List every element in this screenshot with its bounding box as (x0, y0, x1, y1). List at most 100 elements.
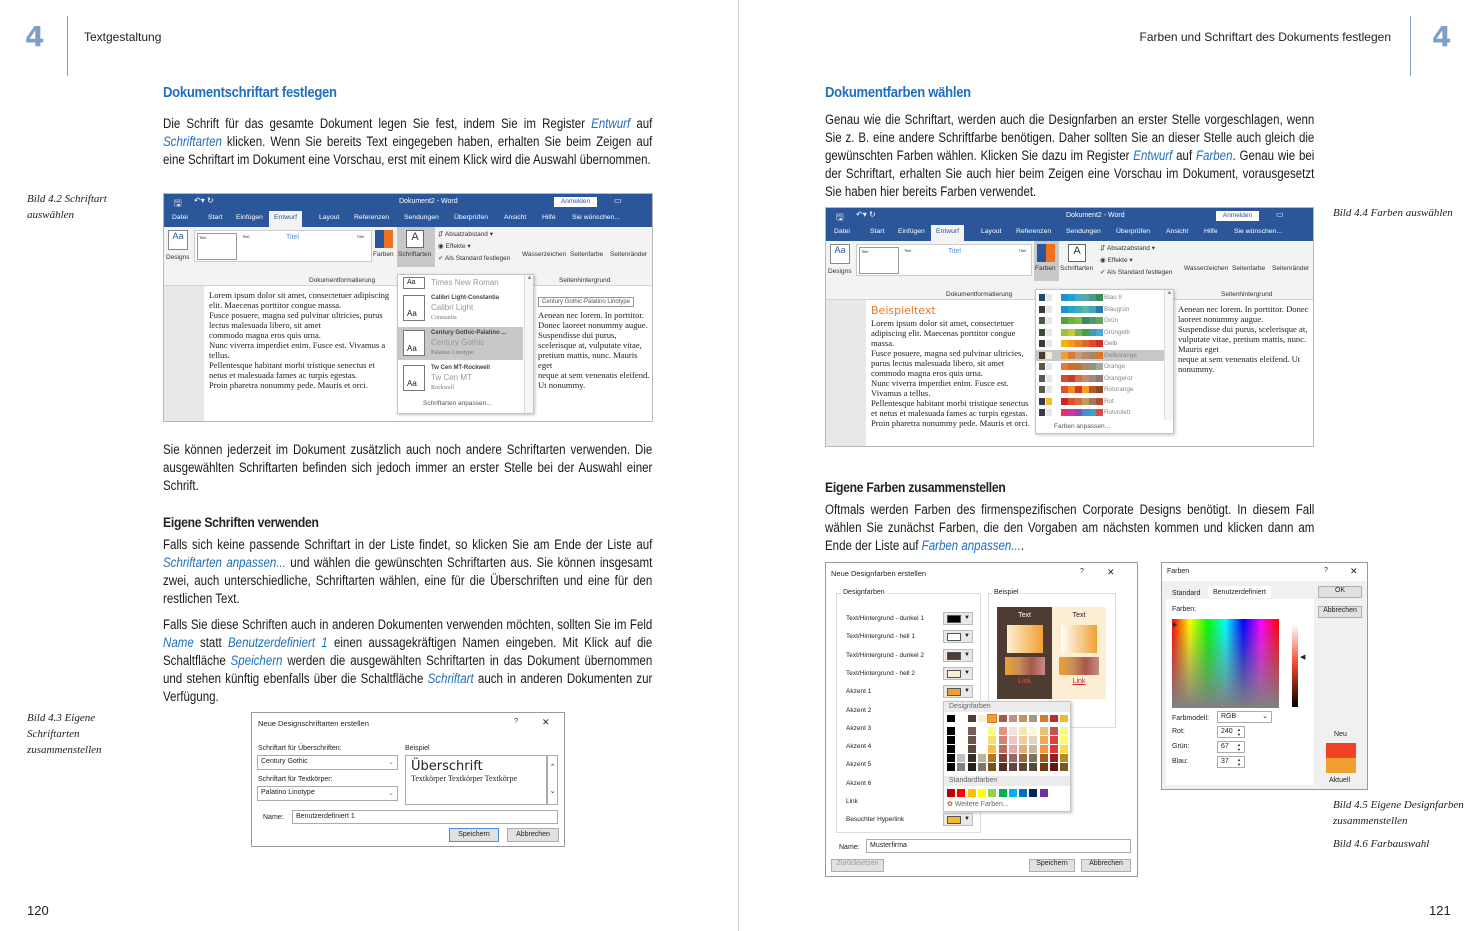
theme-color-shade[interactable] (1060, 745, 1069, 753)
tab-6[interactable]: Sendungen (1066, 228, 1101, 235)
help-button[interactable]: ? (1324, 567, 1328, 574)
font-theme-item[interactable]: Aa Tw Cen MT-Rockwell Tw Cen MT Rockwell (398, 362, 523, 395)
standard-color-swatch[interactable] (1039, 789, 1048, 797)
style-gallery[interactable]: Titel Titel Titel Titel (194, 230, 372, 262)
undo-icon[interactable]: ↶▾ ↻ (194, 196, 214, 205)
scrollbar[interactable]: ▲ (524, 275, 533, 413)
tab-0[interactable]: Datei (172, 214, 188, 221)
tab-4[interactable]: Layout (981, 228, 1002, 235)
watermark-button[interactable]: Wasserzeichen (522, 251, 567, 258)
theme-color-shade[interactable] (957, 745, 966, 753)
theme-color-shade[interactable] (947, 763, 955, 771)
theme-color-shade[interactable] (1008, 745, 1017, 753)
ribbon-options-icon[interactable]: ▭ (614, 196, 622, 205)
spinner-icon[interactable]: ▲ ▼ (1237, 727, 1241, 737)
theme-color-swatch[interactable] (957, 715, 966, 722)
customize-colors-link[interactable]: Farben anpassen... (1054, 423, 1111, 430)
theme-color-shade[interactable] (1019, 763, 1028, 771)
designs-button[interactable]: Designs (166, 254, 190, 261)
theme-color-shade[interactable] (1039, 745, 1048, 753)
theme-color-shade[interactable] (1039, 727, 1048, 735)
signin-button[interactable]: Anmelden (554, 197, 597, 207)
color-theme-item[interactable]: Rotviolett (1036, 407, 1164, 418)
theme-color-shade[interactable] (957, 754, 966, 762)
name-input[interactable]: Musterfirma (866, 839, 1131, 853)
theme-color-swatch[interactable] (967, 715, 976, 722)
save-button[interactable]: Speichern (1029, 859, 1075, 872)
theme-color-swatch[interactable] (947, 715, 955, 722)
theme-color-shade[interactable] (967, 727, 976, 735)
theme-color-shade[interactable] (1060, 763, 1069, 771)
standard-color-swatch[interactable] (967, 789, 976, 797)
tab-10[interactable]: Sie wünschen... (572, 214, 620, 221)
color-theme-item[interactable]: Grüngelb (1036, 327, 1164, 338)
color-theme-item[interactable]: Gelb (1036, 338, 1164, 349)
color-theme-item[interactable]: Blau II (1036, 292, 1164, 303)
ok-button[interactable]: OK (1318, 586, 1362, 598)
theme-color-shade[interactable] (967, 754, 976, 762)
fonts-button[interactable]: Schriftarten (1060, 265, 1094, 272)
theme-color-shade[interactable] (1050, 754, 1058, 762)
effects-button[interactable]: ◉ Effekte ▾ (1100, 257, 1133, 264)
theme-color-shade[interactable] (1029, 745, 1038, 753)
theme-color-shade[interactable] (988, 763, 997, 771)
paragraph-spacing-button[interactable]: ⇵ Absatzabstand ▾ (1100, 245, 1155, 252)
more-colors-button[interactable]: ✿ Weitere Farben... (947, 800, 1009, 809)
tab-5[interactable]: Referenzen (1016, 228, 1052, 235)
colors-icon[interactable] (375, 230, 393, 248)
model-select[interactable]: RGB ⌄ (1217, 711, 1272, 723)
set-default-button[interactable]: ✔ Als Standard festlegen (1100, 269, 1173, 276)
page-color-button[interactable]: Seitenfarbe (570, 251, 604, 258)
set-default-button[interactable]: ✔ Als Standard festlegen (438, 255, 511, 262)
color-theme-item[interactable]: Gelborange (1036, 349, 1164, 361)
theme-color-shade[interactable] (998, 763, 1007, 771)
theme-color-shade[interactable] (977, 727, 986, 735)
ribbon-options-icon[interactable]: ▭ (1276, 210, 1284, 219)
theme-color-shade[interactable] (1008, 763, 1017, 771)
save-button[interactable]: Speichern (449, 828, 499, 842)
theme-color-shade[interactable] (977, 763, 986, 771)
style-thumb[interactable]: Titel (197, 233, 237, 260)
theme-color-swatch[interactable] (1060, 715, 1069, 722)
theme-color-shade[interactable] (1039, 763, 1048, 771)
theme-color-swatch[interactable] (1039, 715, 1048, 722)
theme-color-shade[interactable] (1050, 736, 1058, 744)
theme-color-shade[interactable] (977, 745, 986, 753)
cancel-button[interactable]: Abbrechen (507, 828, 559, 842)
slider-arrow-icon[interactable]: ◀ (1300, 654, 1306, 661)
tab-2[interactable]: Einfügen (898, 228, 925, 235)
designs-button[interactable]: Designs (828, 268, 852, 275)
theme-color-shade[interactable] (957, 727, 966, 735)
save-icon[interactable]: 🖫 (836, 212, 844, 222)
tab-3[interactable]: Entwurf (269, 211, 303, 227)
theme-color-shade[interactable] (988, 745, 997, 753)
tab-8[interactable]: Ansicht (504, 214, 527, 221)
color-theme-item[interactable]: Blaugrün (1036, 304, 1164, 315)
theme-color-swatch[interactable] (1008, 715, 1017, 722)
reset-button[interactable]: Zurücksetzen (831, 859, 884, 872)
theme-color-shade[interactable] (1060, 727, 1069, 735)
theme-color-shade[interactable] (1029, 736, 1038, 744)
tab-1[interactable]: Start (208, 214, 223, 221)
tab-9[interactable]: Hilfe (1204, 228, 1218, 235)
color-picker-button[interactable]: ▼ (943, 612, 973, 625)
fonts-icon[interactable]: A (406, 230, 424, 248)
rgb-input-red[interactable]: 240 ▲ ▼ (1217, 726, 1245, 738)
theme-color-shade[interactable] (1008, 754, 1017, 762)
tab-4[interactable]: Layout (319, 214, 340, 221)
theme-color-shade[interactable] (977, 754, 986, 762)
color-picker-button[interactable]: ▼ (943, 813, 973, 827)
theme-color-shade[interactable] (988, 727, 997, 735)
theme-color-shade[interactable] (1029, 754, 1038, 762)
luminance-slider[interactable] (1292, 624, 1298, 707)
color-picker-button[interactable]: ▼ (943, 685, 973, 699)
theme-color-shade[interactable] (988, 736, 997, 744)
style-thumb[interactable]: Titel (904, 248, 912, 253)
theme-color-shade[interactable] (1008, 736, 1017, 744)
scrollbar[interactable]: ▲ (1164, 290, 1173, 420)
tab-standard[interactable]: Standard (1172, 590, 1201, 597)
theme-color-shade[interactable] (1060, 754, 1069, 762)
tab-7[interactable]: Überprüfen (454, 214, 489, 221)
designs-icon[interactable]: Aa (168, 230, 188, 250)
tab-3[interactable]: Entwurf (931, 225, 965, 241)
